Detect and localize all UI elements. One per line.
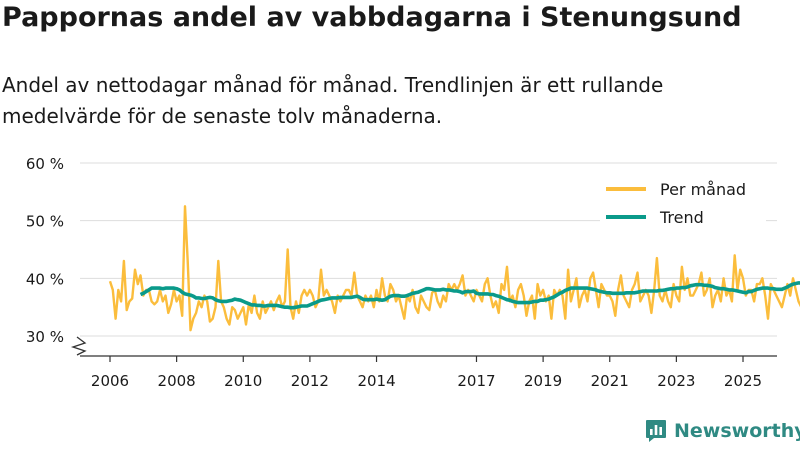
y-tick-label: 50 % <box>26 213 64 231</box>
axis-break-mark <box>70 336 87 356</box>
x-tick-label: 2025 <box>724 372 762 390</box>
bar-chart-logo-icon <box>646 420 666 442</box>
x-tick-label: 2023 <box>657 372 695 390</box>
y-axis-ticks: 30 % 40 % 50 % 60 % <box>26 155 64 346</box>
legend: Per månad Trend <box>600 176 766 227</box>
y-axis-break <box>70 336 87 356</box>
series-lines <box>108 205 800 332</box>
x-tick-label: 2021 <box>591 372 629 390</box>
legend-label: Trend <box>659 208 704 227</box>
series-trend-line <box>139 281 800 310</box>
x-tick-label: 2019 <box>524 372 562 390</box>
y-tick-label: 30 % <box>26 328 64 346</box>
x-tick-label: 2017 <box>457 372 495 390</box>
y-tick-label: 60 % <box>26 155 64 173</box>
x-tick-label: 2014 <box>357 372 395 390</box>
page-title: Pappornas andel av vabbdagarna i Stenung… <box>2 2 742 33</box>
y-tick-label: 40 % <box>26 270 64 288</box>
x-tick-label: 2012 <box>291 372 329 390</box>
legend-label: Per månad <box>660 180 746 199</box>
x-tick-label: 2010 <box>224 372 262 390</box>
x-axis: 2006 2008 2010 2012 2014 2017 2019 2021 2023 2025 <box>80 355 777 390</box>
brand-name: Newsworthy <box>674 420 800 442</box>
chart-subtitle: Andel av nettodagar månad för månad. Tre… <box>2 73 664 128</box>
x-tick-label: 2006 <box>91 372 129 390</box>
newsworthy-brand[interactable]: Newsworthy <box>645 419 800 443</box>
x-tick-label: 2008 <box>158 372 196 390</box>
